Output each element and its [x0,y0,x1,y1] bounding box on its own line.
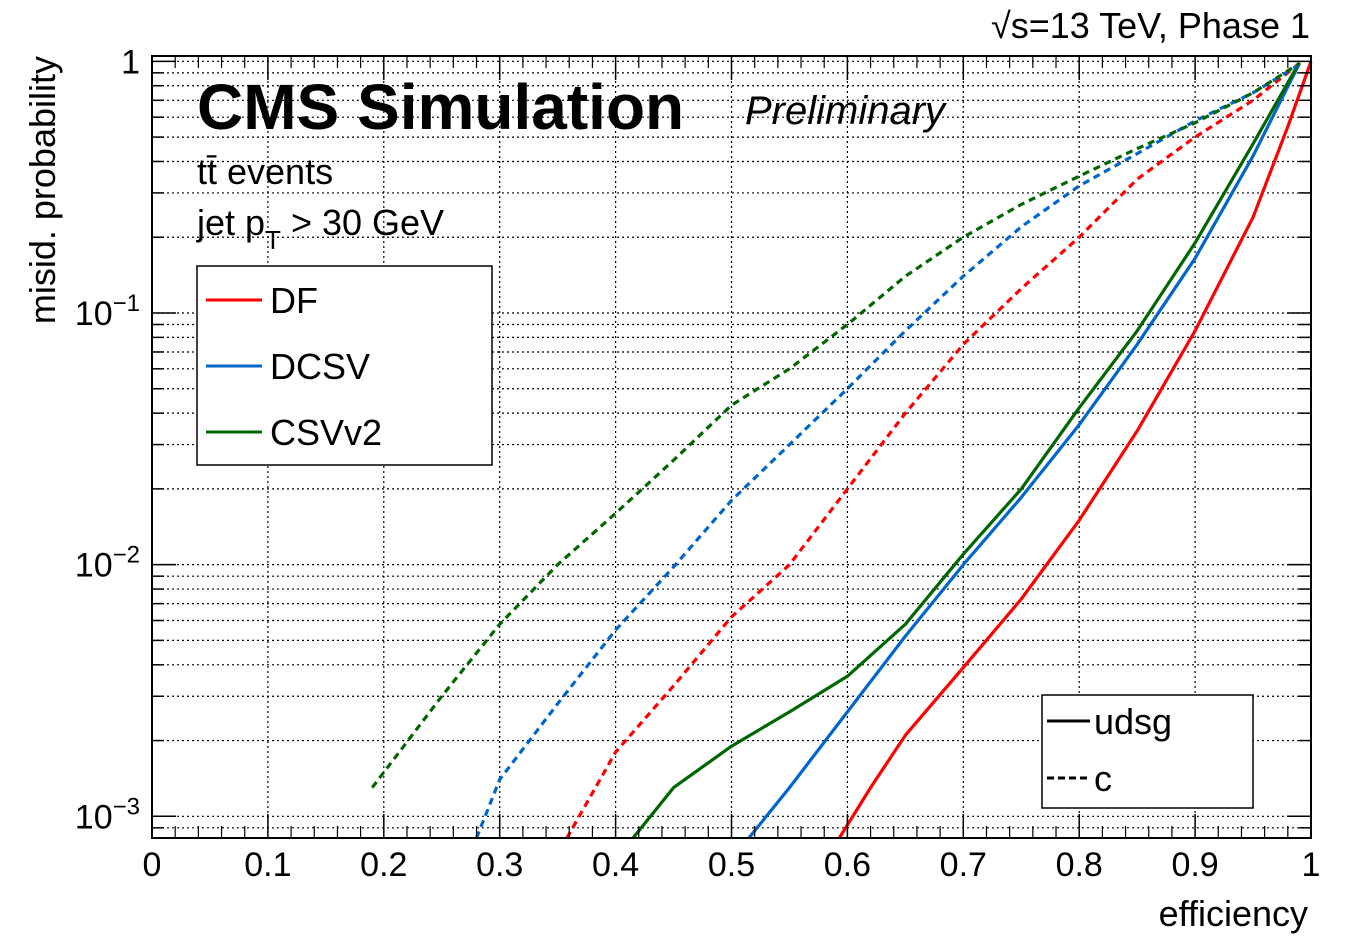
cms-title: CMS Simulation [197,71,684,143]
events-annotation: tt̄ events [197,151,333,192]
preliminary-label: Preliminary [745,89,948,133]
legend-label-dcsv: DCSV [270,346,370,387]
legend-label-udsg: udsg [1094,701,1172,742]
curves [370,60,1313,840]
y-tick-exponent: −3 [113,793,140,820]
curve-dcsv-c [475,63,1301,839]
legend-label-df: DF [270,280,318,321]
x-tick-label: 0.4 [592,846,639,884]
y-tick-base: 10 [75,295,113,333]
jet-pt-subscript: T [265,225,281,255]
curve-dcsv-udsg [747,62,1301,840]
curve-csvv2-udsg [631,61,1301,840]
flavour-legend: udsg c [1041,694,1254,809]
x-tick-label: 0 [143,846,162,884]
x-tick-label: 1 [1302,846,1321,884]
y-tick-exponent: −1 [113,290,140,317]
x-tick-label: 0.8 [1056,846,1103,884]
x-tick-label: 0.2 [360,846,407,884]
energy-label: √s=13 TeV, Phase 1 [991,5,1310,46]
x-tick-label: 0.7 [940,846,987,884]
y-tick-label: 1 [121,43,140,81]
legend-label-c: c [1094,758,1112,799]
x-tick-label: 0.9 [1171,846,1218,884]
jet-pt-annotation: jet pT > 30 GeV [196,202,444,255]
jet-pt-text: jet p [196,202,265,243]
y-tick-label: 10−1 [75,290,140,333]
y-axis-label: misid. probability [22,56,63,324]
x-tick-label: 0.3 [476,846,523,884]
x-axis-label: efficiency [1159,893,1308,934]
tagger-legend: DF DCSV CSVv2 [196,265,493,466]
flavour-legend-box [1041,694,1254,809]
plot-frame [151,55,1312,839]
y-tick-exponent: −2 [113,542,140,569]
y-tick-base: 10 [75,547,113,585]
y-tick-label: 10−3 [75,793,140,836]
curve-csvv2-c [370,62,1301,789]
curve-df-udsg [837,60,1313,839]
y-tick-base: 1 [121,43,140,81]
curve-df-c [565,62,1301,839]
jet-pt-cut: > 30 GeV [281,202,444,243]
axis-tick-labels: 0 0.1 0.2 0.3 0.4 0.5 0.6 0.7 0.8 0.9 1110−110−210… [75,43,1321,884]
legend-label-csvv2: CSVv2 [270,412,382,453]
y-tick-base: 10 [75,798,113,836]
x-tick-label: 0.1 [244,846,291,884]
x-tick-label: 0.6 [824,846,871,884]
x-tick-label: 0.5 [708,846,755,884]
y-tick-label: 10−2 [75,542,140,585]
